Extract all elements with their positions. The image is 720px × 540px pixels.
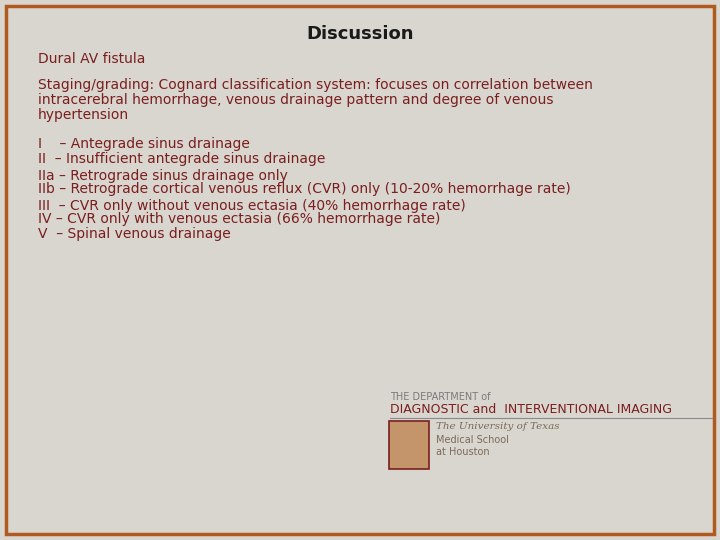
Text: V  – Spinal venous drainage: V – Spinal venous drainage <box>38 227 230 241</box>
Text: I    – Antegrade sinus drainage: I – Antegrade sinus drainage <box>38 137 250 151</box>
Text: The University of Texas: The University of Texas <box>436 422 559 431</box>
Text: IIb – Retrograde cortical venous reflux (CVR) only (10-20% hemorrhage rate): IIb – Retrograde cortical venous reflux … <box>38 182 571 196</box>
Text: hypertension: hypertension <box>38 108 129 122</box>
Text: Medical School: Medical School <box>436 435 509 445</box>
Text: THE DEPARTMENT of: THE DEPARTMENT of <box>390 392 490 402</box>
Text: IIa – Retrograde sinus drainage only: IIa – Retrograde sinus drainage only <box>38 169 288 183</box>
Text: Dural AV fistula: Dural AV fistula <box>38 52 145 66</box>
FancyBboxPatch shape <box>389 421 429 469</box>
Text: DIAGNOSTIC and  INTERVENTIONAL IMAGING: DIAGNOSTIC and INTERVENTIONAL IMAGING <box>390 403 672 416</box>
FancyBboxPatch shape <box>6 6 714 534</box>
Text: at Houston: at Houston <box>436 447 490 457</box>
Text: Discussion: Discussion <box>306 25 414 43</box>
Text: III  – CVR only without venous ectasia (40% hemorrhage rate): III – CVR only without venous ectasia (4… <box>38 199 466 213</box>
Text: intracerebral hemorrhage, venous drainage pattern and degree of venous: intracerebral hemorrhage, venous drainag… <box>38 93 554 107</box>
Text: IV – CVR only with venous ectasia (66% hemorrhage rate): IV – CVR only with venous ectasia (66% h… <box>38 212 441 226</box>
Text: II  – Insufficient antegrade sinus drainage: II – Insufficient antegrade sinus draina… <box>38 152 325 166</box>
Text: Staging/grading: Cognard classification system: focuses on correlation between: Staging/grading: Cognard classification … <box>38 78 593 92</box>
